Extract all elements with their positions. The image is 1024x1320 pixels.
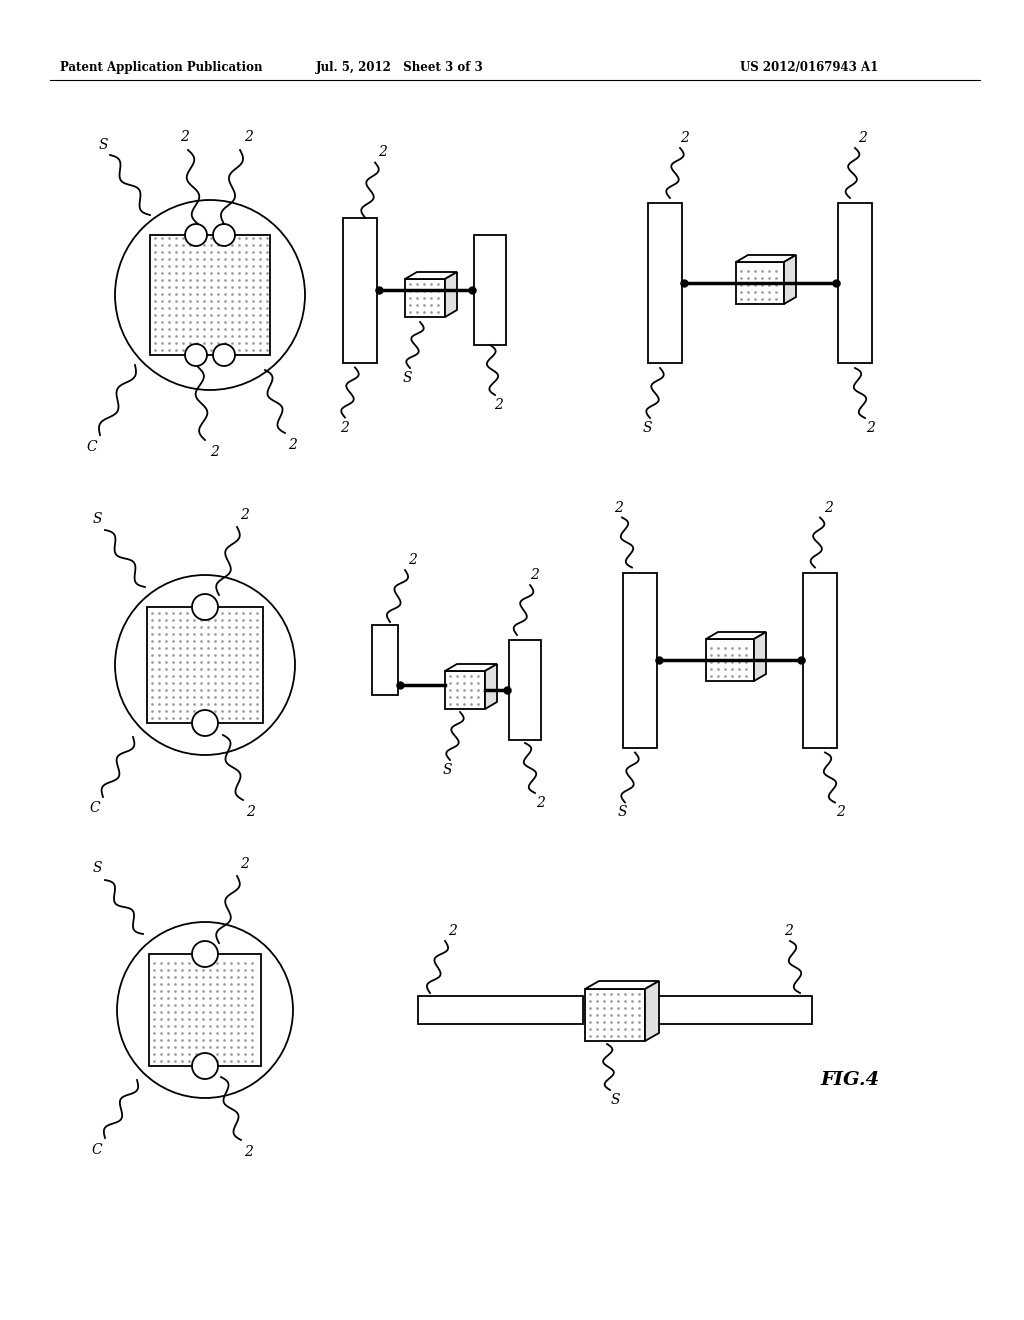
Bar	[445, 671, 485, 709]
Text: S: S	[92, 861, 101, 875]
Bar	[585, 989, 645, 1041]
Polygon shape	[736, 255, 796, 261]
Text: Jul. 5, 2012   Sheet 3 of 3: Jul. 5, 2012 Sheet 3 of 3	[316, 62, 484, 74]
Text: 2: 2	[823, 500, 833, 515]
Bar	[706, 639, 754, 681]
Text: 2: 2	[858, 131, 867, 145]
Polygon shape	[445, 664, 497, 671]
Text: S: S	[617, 805, 627, 820]
Text: 2: 2	[210, 445, 218, 459]
Text: 2: 2	[241, 508, 250, 521]
Circle shape	[213, 345, 234, 366]
Bar	[736, 261, 784, 304]
Circle shape	[193, 941, 218, 968]
Text: S: S	[442, 763, 452, 777]
Text: C: C	[92, 1143, 102, 1158]
Text: 2: 2	[447, 924, 457, 939]
Text: 2: 2	[530, 568, 540, 582]
Polygon shape	[445, 272, 457, 317]
Text: US 2012/0167943 A1: US 2012/0167943 A1	[740, 62, 879, 74]
Bar	[147, 607, 263, 723]
Bar	[406, 279, 445, 317]
Text: 2: 2	[494, 399, 503, 412]
Circle shape	[185, 224, 207, 246]
Bar	[474, 235, 506, 345]
Bar	[623, 573, 657, 747]
Circle shape	[193, 710, 218, 737]
Polygon shape	[585, 981, 659, 989]
Polygon shape	[406, 272, 457, 279]
Text: 2: 2	[244, 129, 253, 144]
Text: 2: 2	[245, 1144, 253, 1159]
Polygon shape	[706, 632, 766, 639]
Text: S: S	[610, 1093, 620, 1107]
Bar	[418, 997, 583, 1024]
Text: 2: 2	[241, 857, 250, 871]
Text: 2: 2	[536, 796, 545, 810]
Bar	[648, 203, 682, 363]
Text: 2: 2	[341, 421, 349, 434]
Polygon shape	[754, 632, 766, 681]
Text: FIG.4: FIG.4	[820, 1071, 880, 1089]
Text: 2: 2	[681, 131, 689, 145]
Text: C: C	[87, 440, 97, 454]
Bar	[647, 997, 812, 1024]
Bar	[150, 235, 270, 355]
Text: S: S	[402, 371, 412, 385]
Circle shape	[185, 345, 207, 366]
Bar	[803, 573, 837, 747]
Text: Patent Application Publication: Patent Application Publication	[60, 62, 262, 74]
Text: 2: 2	[288, 438, 296, 451]
Text: 2: 2	[865, 421, 874, 436]
Text: 2: 2	[247, 805, 255, 818]
Polygon shape	[485, 664, 497, 709]
Polygon shape	[784, 255, 796, 304]
Text: S: S	[642, 421, 651, 436]
Text: 2: 2	[378, 145, 386, 160]
Bar	[838, 203, 872, 363]
Circle shape	[193, 594, 218, 620]
Bar	[343, 218, 377, 363]
Circle shape	[193, 1053, 218, 1078]
Text: 2: 2	[613, 500, 623, 515]
Circle shape	[115, 576, 295, 755]
Bar	[150, 954, 261, 1067]
Bar	[372, 624, 398, 696]
Circle shape	[213, 224, 234, 246]
Text: 2: 2	[783, 924, 793, 939]
Text: C: C	[90, 801, 100, 814]
Polygon shape	[645, 981, 659, 1041]
Text: S: S	[92, 512, 101, 525]
Bar	[509, 640, 541, 741]
Circle shape	[117, 921, 293, 1098]
Text: 2: 2	[180, 129, 189, 144]
Text: 2: 2	[836, 805, 845, 820]
Text: 2: 2	[409, 553, 418, 568]
Text: S: S	[98, 139, 108, 152]
Circle shape	[115, 201, 305, 389]
